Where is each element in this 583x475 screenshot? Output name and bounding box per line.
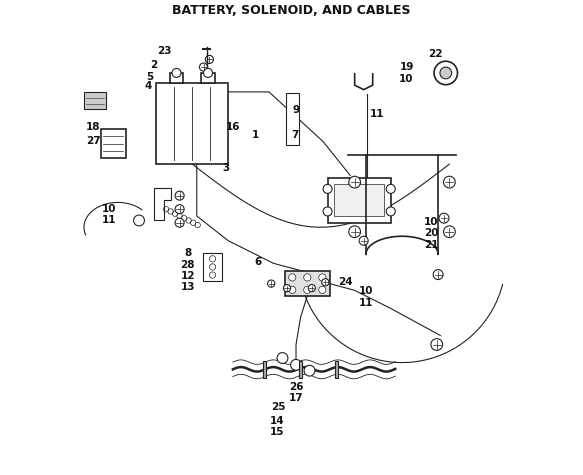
- Circle shape: [209, 264, 216, 270]
- Circle shape: [319, 286, 326, 294]
- Bar: [262, 361, 266, 379]
- Circle shape: [304, 286, 311, 294]
- Circle shape: [323, 207, 332, 216]
- Text: 7: 7: [292, 130, 299, 140]
- Text: 26: 26: [289, 382, 303, 392]
- Circle shape: [434, 61, 458, 85]
- Circle shape: [134, 215, 145, 226]
- Circle shape: [319, 274, 326, 281]
- Text: 12: 12: [181, 271, 195, 281]
- Circle shape: [433, 270, 443, 280]
- Circle shape: [290, 360, 301, 370]
- Bar: [285, 271, 330, 296]
- Circle shape: [359, 236, 368, 245]
- Circle shape: [175, 191, 184, 200]
- Circle shape: [277, 352, 288, 363]
- Circle shape: [199, 63, 208, 71]
- Text: 18: 18: [86, 122, 100, 132]
- Circle shape: [349, 176, 360, 188]
- Circle shape: [175, 218, 184, 227]
- Circle shape: [386, 207, 395, 216]
- Bar: [85, 92, 106, 110]
- Bar: [298, 361, 303, 379]
- Text: 21: 21: [424, 240, 438, 250]
- Text: 11: 11: [370, 109, 384, 119]
- Text: 28: 28: [181, 260, 195, 270]
- Text: 19: 19: [399, 62, 414, 72]
- Circle shape: [289, 286, 296, 294]
- Circle shape: [175, 205, 184, 214]
- Text: 4: 4: [145, 82, 152, 92]
- Text: 2: 2: [150, 60, 157, 70]
- Text: 10: 10: [101, 204, 116, 214]
- Circle shape: [322, 279, 329, 286]
- Bar: [170, 73, 183, 83]
- Title: BATTERY, SOLENOID, AND CABLES: BATTERY, SOLENOID, AND CABLES: [172, 4, 411, 17]
- Text: 6: 6: [254, 257, 261, 267]
- Text: 3: 3: [223, 162, 230, 173]
- Circle shape: [268, 280, 275, 287]
- Text: 17: 17: [289, 393, 303, 403]
- Text: 23: 23: [157, 46, 171, 57]
- Circle shape: [209, 272, 216, 278]
- Circle shape: [205, 56, 213, 64]
- Text: 20: 20: [424, 228, 438, 238]
- Circle shape: [304, 274, 311, 281]
- Bar: [328, 178, 391, 223]
- Text: 16: 16: [226, 122, 240, 132]
- Text: 5: 5: [146, 73, 153, 83]
- Circle shape: [209, 256, 216, 262]
- Circle shape: [439, 213, 449, 223]
- Text: 10: 10: [359, 286, 373, 296]
- Polygon shape: [154, 188, 171, 220]
- Text: 13: 13: [181, 282, 195, 292]
- Bar: [101, 129, 126, 159]
- Bar: [203, 253, 222, 281]
- Text: 14: 14: [270, 416, 285, 426]
- Bar: [335, 361, 338, 379]
- Bar: [156, 83, 229, 164]
- Circle shape: [172, 68, 181, 77]
- Text: 15: 15: [270, 428, 285, 437]
- Bar: [201, 73, 215, 83]
- Bar: [286, 93, 298, 145]
- Text: 11: 11: [359, 297, 373, 308]
- Circle shape: [444, 226, 455, 238]
- Circle shape: [283, 285, 290, 292]
- Text: 1: 1: [252, 130, 259, 140]
- Text: 24: 24: [338, 277, 353, 287]
- Circle shape: [386, 184, 395, 193]
- Circle shape: [431, 339, 442, 351]
- Text: 22: 22: [429, 48, 443, 58]
- Circle shape: [289, 274, 296, 281]
- Circle shape: [444, 176, 455, 188]
- Circle shape: [323, 184, 332, 193]
- Text: 25: 25: [271, 402, 285, 412]
- Text: 10: 10: [424, 217, 438, 227]
- Circle shape: [304, 365, 315, 376]
- Circle shape: [349, 226, 360, 238]
- Circle shape: [308, 285, 315, 292]
- Text: 8: 8: [184, 248, 191, 258]
- Circle shape: [440, 67, 452, 79]
- Text: 27: 27: [86, 136, 100, 146]
- Circle shape: [203, 68, 213, 77]
- Text: 11: 11: [101, 216, 116, 226]
- Bar: [335, 184, 384, 216]
- Text: 9: 9: [293, 105, 300, 115]
- Text: 10: 10: [399, 74, 414, 84]
